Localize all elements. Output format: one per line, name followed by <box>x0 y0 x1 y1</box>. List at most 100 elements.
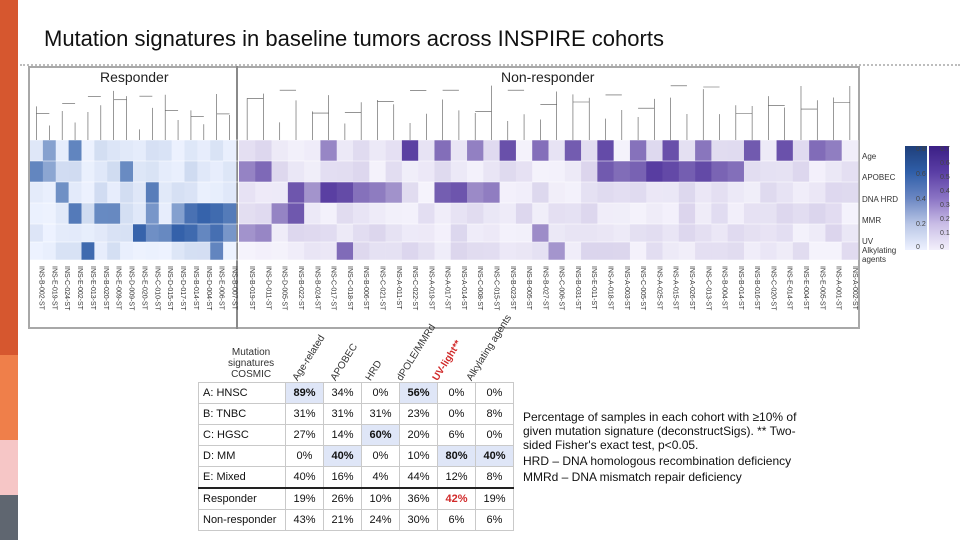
heatmap-cell <box>336 242 354 260</box>
heatmap-cell <box>434 224 452 242</box>
cb-tick: 0 <box>916 244 920 251</box>
heatmap-cell <box>42 242 57 260</box>
heatmap-cell <box>532 161 549 182</box>
heatmap-cell <box>255 224 272 242</box>
heatmap-cell <box>30 242 44 260</box>
heatmap-cell <box>695 242 712 260</box>
heatmap-cell <box>223 242 237 260</box>
table-cell: 6% <box>437 424 476 446</box>
table-cell: 40% <box>323 445 362 467</box>
table-cell: 10% <box>361 487 400 510</box>
heatmap-cell <box>613 140 631 161</box>
heatmap-cell <box>760 242 777 260</box>
sample-label: INS-D-005-ST <box>281 266 288 311</box>
heatmap-cell <box>776 242 794 260</box>
heatmap-cell <box>271 203 289 224</box>
heatmap-cell <box>564 224 582 242</box>
table-cell: 8% <box>475 403 514 425</box>
cb2-tick: 0.6 <box>940 160 950 167</box>
heatmap-cell <box>564 203 582 224</box>
heatmap-cell <box>646 203 663 224</box>
heatmap-cell <box>55 242 69 260</box>
heatmap-cell <box>727 203 745 224</box>
sample-label: INS-B-005-ST <box>525 266 532 311</box>
heatmap-cell <box>695 161 712 182</box>
heatmap-cell <box>287 182 305 203</box>
heatmap-cell <box>743 140 761 161</box>
sample-label: INS-C-015-ST <box>492 266 499 311</box>
table-cell: 6% <box>475 509 514 531</box>
heatmap-cell <box>483 182 500 203</box>
heatmap-cell <box>841 182 859 203</box>
heatmap-cell <box>255 161 272 182</box>
heatmap-cell <box>581 242 598 260</box>
heatmap-cell <box>532 140 549 161</box>
heatmap-cell <box>515 224 533 242</box>
heatmap-cell <box>94 203 108 224</box>
heatmap-cell <box>107 242 121 260</box>
heatmap-cell <box>743 203 761 224</box>
heatmap-cell <box>184 182 198 203</box>
heatmap-cell <box>385 242 403 260</box>
heatmap-cell <box>239 182 256 203</box>
heatmap-cell <box>776 161 794 182</box>
sample-label: INS-C-017-ST <box>330 266 337 311</box>
sample-label: INS-C-013-ST <box>704 266 711 311</box>
sample-label: INS-E-002-ST <box>76 266 83 311</box>
heatmap-cell <box>792 242 810 260</box>
heatmap-cell <box>776 140 794 161</box>
heatmap-cell <box>629 182 647 203</box>
heatmap-cell <box>760 140 777 161</box>
sample-label: INS-A-025-ST <box>655 266 662 311</box>
heatmap-cell <box>499 182 517 203</box>
heatmap-cell <box>662 242 680 260</box>
table-cell: 0% <box>437 382 476 404</box>
heatmap-cell <box>369 224 386 242</box>
heatmap-cell <box>678 242 696 260</box>
heatmap-cell <box>401 161 419 182</box>
heatmap-cell <box>401 242 419 260</box>
heatmap-cell <box>55 203 69 224</box>
heatmap-cell <box>30 203 44 224</box>
heatmap-cell <box>239 203 256 224</box>
table-cell: 56% <box>399 382 438 404</box>
heatmap-cell <box>171 140 185 161</box>
heatmap-cell <box>564 182 582 203</box>
heatmap-cell <box>42 161 57 182</box>
sample-label: INS-D-004-ST <box>205 266 212 311</box>
heatmap-cell <box>743 161 761 182</box>
sample-label: INS-A-014-ST <box>460 266 467 311</box>
heatmap-cell <box>210 182 224 203</box>
heatmap-cell <box>711 203 728 224</box>
accent-bar-middle <box>0 355 18 440</box>
table-cell: 36% <box>399 487 438 510</box>
heatmap-cell <box>336 140 354 161</box>
sample-label: INS-B-027-ST <box>541 266 548 311</box>
heatmap-cell <box>695 182 712 203</box>
heatmap-cell <box>418 140 435 161</box>
heatmap-cell <box>646 161 663 182</box>
row-name: D: MM <box>198 445 286 467</box>
heatmap-cell <box>613 161 631 182</box>
heatmap-cell <box>158 203 172 224</box>
heatmap-cell <box>223 224 237 242</box>
heatmap-cell <box>353 161 370 182</box>
heatmap-cell <box>30 140 44 161</box>
heatmap-cell <box>255 242 272 260</box>
heatmap-cell <box>369 140 386 161</box>
heatmap-cell <box>255 140 272 161</box>
row-name: C: HGSC <box>198 424 286 446</box>
heatmap-cell <box>841 203 859 224</box>
heatmap-cell <box>369 182 386 203</box>
heatmap-cell <box>776 224 794 242</box>
sample-label: INS-D-009-ST <box>128 266 135 311</box>
heatmap-cell <box>184 203 198 224</box>
heatmap-cell <box>581 203 598 224</box>
table-cell: 21% <box>323 509 362 531</box>
row-name: Responder <box>198 487 286 510</box>
nonresponder-group-label: Non-responder <box>501 69 595 85</box>
signature-label-age: Age <box>862 152 877 161</box>
heatmap-cell <box>304 203 321 224</box>
heatmap-cell <box>401 203 419 224</box>
heatmap-cell <box>42 140 57 161</box>
